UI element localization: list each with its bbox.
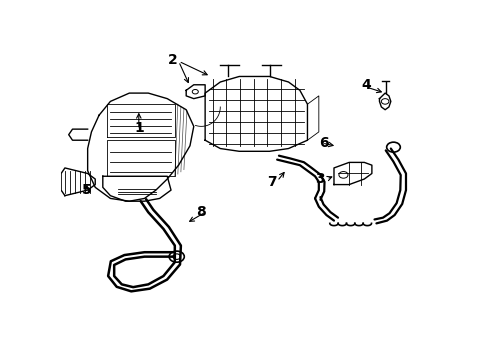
Text: 5: 5 (82, 183, 92, 197)
Text: 4: 4 (361, 78, 370, 92)
Text: 6: 6 (318, 136, 328, 150)
Text: 8: 8 (195, 205, 205, 219)
Text: 7: 7 (267, 175, 277, 189)
Text: 2: 2 (168, 53, 178, 67)
Text: 1: 1 (134, 121, 143, 135)
Text: 3: 3 (314, 172, 324, 186)
